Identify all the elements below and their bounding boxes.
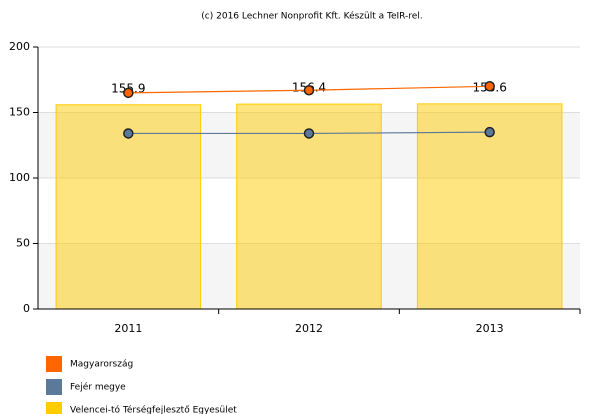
- y-tick-label: 100: [9, 171, 30, 184]
- legend-label: Velencei-tó Térségfejlesztő Egyesület: [70, 405, 237, 414]
- legend-swatch: [46, 402, 62, 414]
- y-tick-label: 200: [9, 40, 30, 53]
- legend-swatch: [46, 356, 62, 372]
- x-tick-label: 2011: [114, 322, 142, 335]
- y-tick-label: 150: [9, 106, 30, 119]
- legend-label: Magyarország: [70, 360, 133, 370]
- point: [484, 81, 495, 92]
- x-tick-label: 2013: [476, 322, 504, 335]
- chart-title: (c) 2016 Lechner Nonprofit Kft. Készült …: [201, 11, 422, 22]
- bar: [55, 104, 202, 310]
- x-tick-label: 2012: [295, 322, 323, 335]
- point: [303, 128, 315, 139]
- y-tick-label: 0: [23, 302, 30, 315]
- point: [303, 84, 315, 96]
- y-tick-label: 50: [16, 237, 30, 250]
- legend-label: Fejér megye: [70, 382, 126, 393]
- point: [123, 87, 134, 99]
- point: [484, 126, 495, 138]
- point: [123, 128, 134, 139]
- bar: [416, 103, 563, 310]
- legend-swatch: [46, 379, 62, 395]
